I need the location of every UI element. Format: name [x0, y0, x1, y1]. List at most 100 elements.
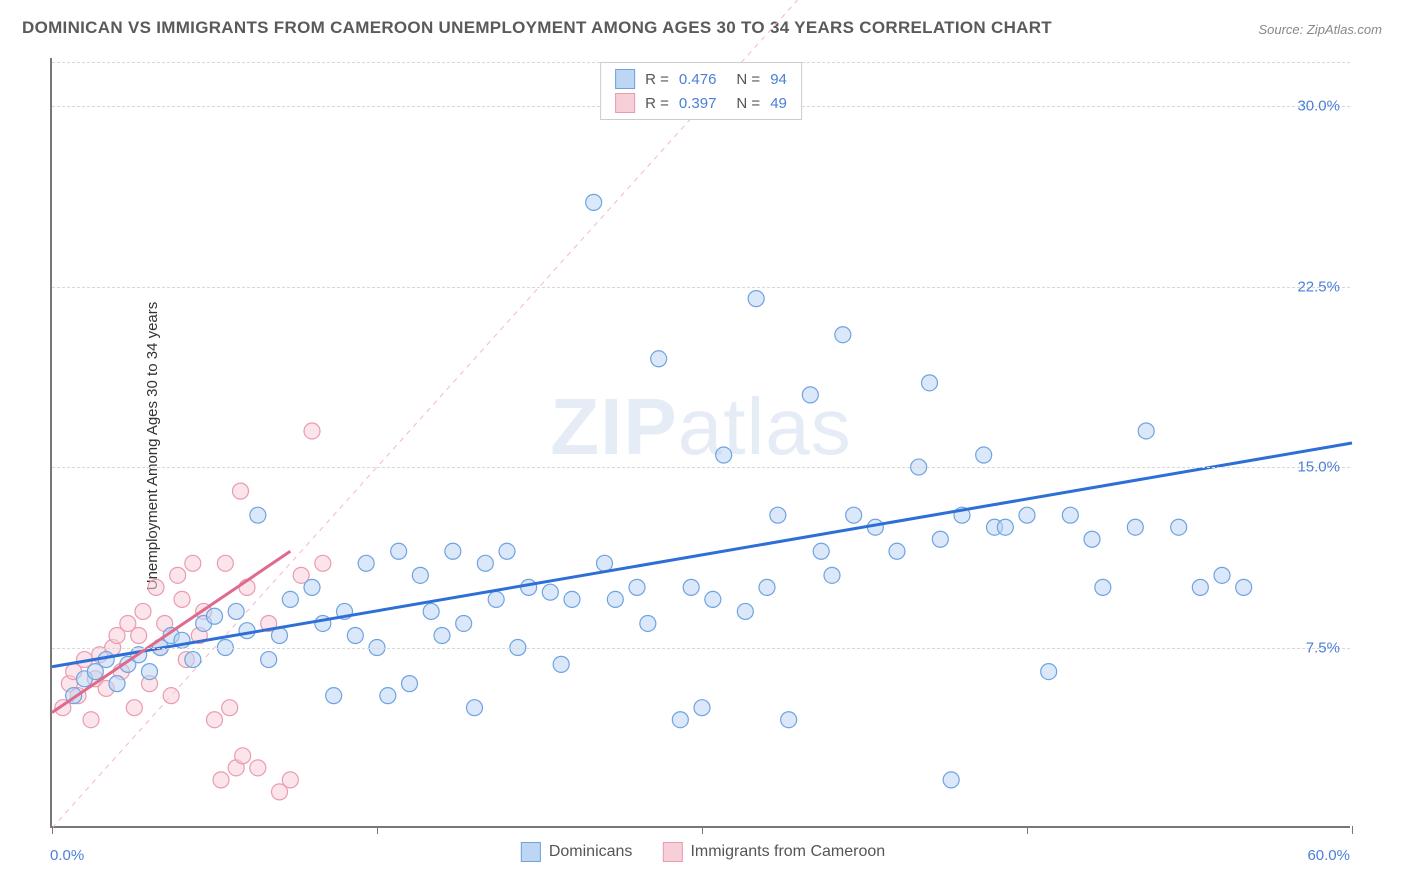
- data-point: [1062, 507, 1078, 523]
- n-label: N =: [736, 95, 760, 112]
- swatch-dominicans: [615, 69, 635, 89]
- data-point: [553, 656, 569, 672]
- data-point: [586, 194, 602, 210]
- chart-title: DOMINICAN VS IMMIGRANTS FROM CAMEROON UN…: [22, 18, 1052, 38]
- data-point: [170, 567, 186, 583]
- source-prefix: Source:: [1258, 22, 1306, 37]
- data-point: [1084, 531, 1100, 547]
- data-point: [1041, 664, 1057, 680]
- data-point: [759, 579, 775, 595]
- data-point: [932, 531, 948, 547]
- data-point: [228, 603, 244, 619]
- data-point: [213, 772, 229, 788]
- data-point: [499, 543, 515, 559]
- swatch-cameroon: [615, 93, 635, 113]
- data-point: [456, 615, 472, 631]
- n-value-dominicans: 94: [770, 71, 787, 88]
- legend-label-dominicans: Dominicans: [549, 843, 633, 861]
- data-point: [716, 447, 732, 463]
- data-point: [1192, 579, 1208, 595]
- n-label: N =: [736, 71, 760, 88]
- data-point: [402, 676, 418, 692]
- data-point: [326, 688, 342, 704]
- data-point: [597, 555, 613, 571]
- data-point: [207, 712, 223, 728]
- data-point: [683, 579, 699, 595]
- n-value-cameroon: 49: [770, 95, 787, 112]
- data-point: [109, 676, 125, 692]
- x-axis-max-label: 60.0%: [1307, 847, 1350, 864]
- data-point: [250, 507, 266, 523]
- data-point: [135, 603, 151, 619]
- data-point: [705, 591, 721, 607]
- data-point: [315, 555, 331, 571]
- series-legend: Dominicans Immigrants from Cameroon: [521, 842, 885, 862]
- data-point: [564, 591, 580, 607]
- swatch-cameroon: [662, 842, 682, 862]
- x-tick: [1027, 826, 1028, 834]
- data-point: [781, 712, 797, 728]
- data-point: [488, 591, 504, 607]
- legend-item-dominicans: Dominicans: [521, 842, 633, 862]
- data-point: [131, 628, 147, 644]
- y-tick-label: 7.5%: [1306, 639, 1340, 656]
- data-point: [824, 567, 840, 583]
- data-point: [737, 603, 753, 619]
- correlation-legend: R = 0.476 N = 94 R = 0.397 N = 49: [600, 62, 802, 120]
- data-point: [1138, 423, 1154, 439]
- data-point: [802, 387, 818, 403]
- source-attribution: Source: ZipAtlas.com: [1258, 22, 1382, 37]
- data-point: [521, 579, 537, 595]
- data-point: [163, 688, 179, 704]
- x-tick: [1352, 826, 1353, 834]
- data-point: [640, 615, 656, 631]
- data-point: [770, 507, 786, 523]
- data-point: [391, 543, 407, 559]
- y-tick-label: 15.0%: [1297, 459, 1340, 476]
- x-tick: [52, 826, 53, 834]
- data-point: [607, 591, 623, 607]
- data-point: [142, 664, 158, 680]
- data-point: [976, 447, 992, 463]
- data-point: [174, 591, 190, 607]
- data-point: [261, 652, 277, 668]
- data-point: [1127, 519, 1143, 535]
- data-point: [835, 327, 851, 343]
- legend-label-cameroon: Immigrants from Cameroon: [690, 843, 885, 861]
- data-point: [126, 700, 142, 716]
- data-point: [846, 507, 862, 523]
- legend-item-cameroon: Immigrants from Cameroon: [662, 842, 885, 862]
- data-point: [1236, 579, 1252, 595]
- data-point: [207, 608, 223, 624]
- data-point: [282, 772, 298, 788]
- data-point: [651, 351, 667, 367]
- data-point: [148, 579, 164, 595]
- source-name: ZipAtlas.com: [1307, 22, 1382, 37]
- data-point: [943, 772, 959, 788]
- data-point: [477, 555, 493, 571]
- data-point: [222, 700, 238, 716]
- data-point: [217, 555, 233, 571]
- data-point: [185, 555, 201, 571]
- data-point: [233, 483, 249, 499]
- data-point: [889, 543, 905, 559]
- data-point: [412, 567, 428, 583]
- legend-row-cameroon: R = 0.397 N = 49: [615, 93, 787, 113]
- data-point: [423, 603, 439, 619]
- plot-area: ZIPatlas R = 0.476 N = 94 R = 0.397 N = …: [50, 58, 1350, 828]
- data-point: [83, 712, 99, 728]
- x-tick: [702, 826, 703, 834]
- data-point: [282, 591, 298, 607]
- legend-row-dominicans: R = 0.476 N = 94: [615, 69, 787, 89]
- data-point: [445, 543, 461, 559]
- trend-line: [52, 443, 1352, 667]
- data-point: [672, 712, 688, 728]
- data-point: [239, 623, 255, 639]
- y-tick-label: 30.0%: [1297, 98, 1340, 115]
- data-point: [922, 375, 938, 391]
- x-tick: [377, 826, 378, 834]
- data-point: [1095, 579, 1111, 595]
- data-point: [235, 748, 251, 764]
- data-point: [185, 652, 201, 668]
- data-point: [250, 760, 266, 776]
